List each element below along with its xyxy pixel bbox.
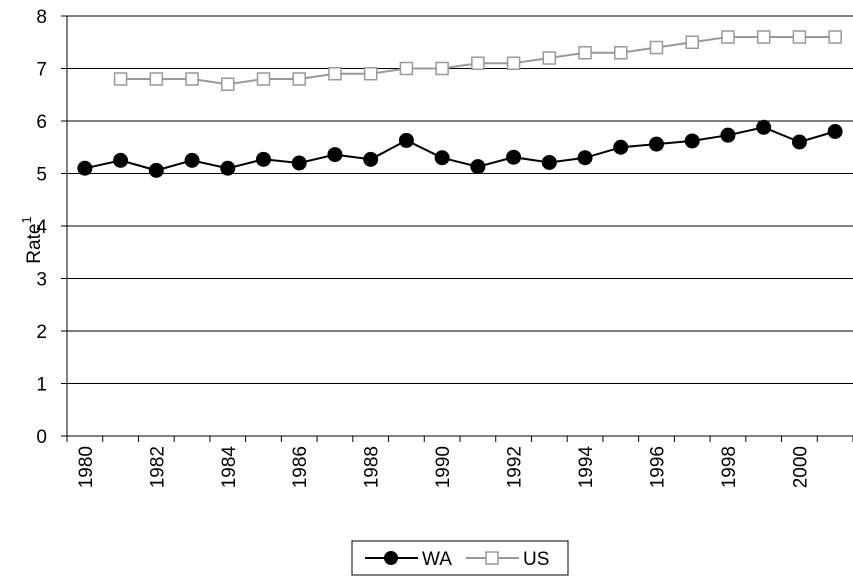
x-tick-label: 2000	[790, 446, 811, 488]
x-tick-label: 1998	[719, 446, 740, 488]
data-point-wa	[113, 152, 129, 168]
data-point-us	[792, 30, 807, 44]
y-axis-title: Rate1	[19, 216, 45, 263]
data-point-us	[292, 72, 306, 86]
data-point-wa	[220, 160, 236, 176]
data-point-us	[363, 67, 378, 81]
data-point-wa	[77, 160, 93, 176]
data-point-wa	[256, 151, 271, 167]
data-point-wa	[470, 159, 486, 175]
data-point-us	[828, 30, 842, 44]
data-point-wa	[434, 150, 450, 166]
data-point-us	[328, 67, 342, 81]
data-point-wa	[756, 119, 772, 135]
y-tick-label: 6	[36, 112, 47, 133]
data-point-wa	[541, 154, 557, 170]
data-point-us	[756, 30, 771, 44]
data-point-wa	[827, 124, 843, 139]
data-point-wa	[506, 149, 522, 165]
y-tick-label: 5	[36, 165, 47, 186]
data-point-wa	[291, 155, 307, 171]
series-wa	[77, 119, 843, 178]
data-point-wa	[613, 139, 629, 155]
x-tick-label: 1992	[505, 446, 526, 488]
data-point-wa	[327, 147, 343, 163]
x-tick-label: 1990	[433, 446, 454, 488]
x-tick-label: 1982	[147, 446, 168, 488]
data-point-wa	[184, 152, 200, 168]
legend-marker-us	[485, 551, 499, 565]
data-point-us	[506, 56, 521, 70]
data-point-us	[185, 72, 199, 86]
legend-marker-wa	[384, 551, 398, 565]
y-tick-label: 2	[36, 322, 47, 343]
x-tick-label: 1986	[290, 446, 311, 488]
data-point-us	[435, 61, 449, 76]
data-point-us	[649, 40, 664, 55]
series-us	[113, 30, 842, 91]
x-tick-label: 1980	[76, 446, 97, 488]
legend: WA US	[351, 540, 569, 576]
data-point-us	[149, 72, 164, 86]
series-line-wa	[84, 126, 836, 172]
series-layer	[77, 30, 843, 178]
legend-label-us: US	[523, 549, 549, 570]
data-point-wa	[684, 133, 700, 149]
data-point-us	[685, 35, 699, 49]
y-axis-ticks: 0 1 2 3 4 5 6 7 8	[36, 7, 67, 448]
x-tick-label: 1984	[219, 446, 240, 489]
y-tick-label: 0	[36, 427, 47, 448]
y-tick-label: 4	[36, 217, 47, 238]
data-point-wa	[791, 134, 807, 150]
data-point-wa	[577, 150, 593, 166]
data-point-us	[221, 77, 235, 91]
data-point-us	[578, 46, 592, 60]
y-tick-label: 3	[36, 270, 47, 291]
data-point-us	[542, 51, 557, 65]
data-point-us	[399, 61, 414, 76]
x-tick-label: 1996	[648, 446, 669, 488]
data-point-us	[113, 72, 128, 86]
y-tick-label: 8	[36, 7, 47, 28]
data-point-wa	[398, 132, 414, 148]
x-tick-label: 1994	[576, 446, 597, 489]
x-axis-ticks: 1980 1982 1984 1986 1988 1990 1992 1994 1996 1998…	[66, 436, 853, 489]
data-point-wa	[148, 162, 164, 178]
y-axis-title-text: Rate1	[19, 216, 45, 263]
data-point-wa	[649, 136, 664, 152]
data-point-wa	[363, 151, 379, 167]
data-point-us	[256, 72, 271, 86]
y-tick-label: 7	[36, 60, 47, 81]
legend-item-us: US	[466, 549, 549, 570]
data-point-us	[471, 56, 485, 70]
data-point-wa	[720, 127, 736, 143]
legend-label-wa: WA	[422, 549, 452, 570]
x-tick-label: 1988	[362, 446, 383, 488]
gridlines	[67, 15, 853, 384]
legend-item-wa: WA	[365, 549, 452, 570]
y-tick-label: 1	[36, 375, 47, 396]
data-point-us	[614, 46, 628, 60]
data-point-us	[721, 30, 735, 44]
